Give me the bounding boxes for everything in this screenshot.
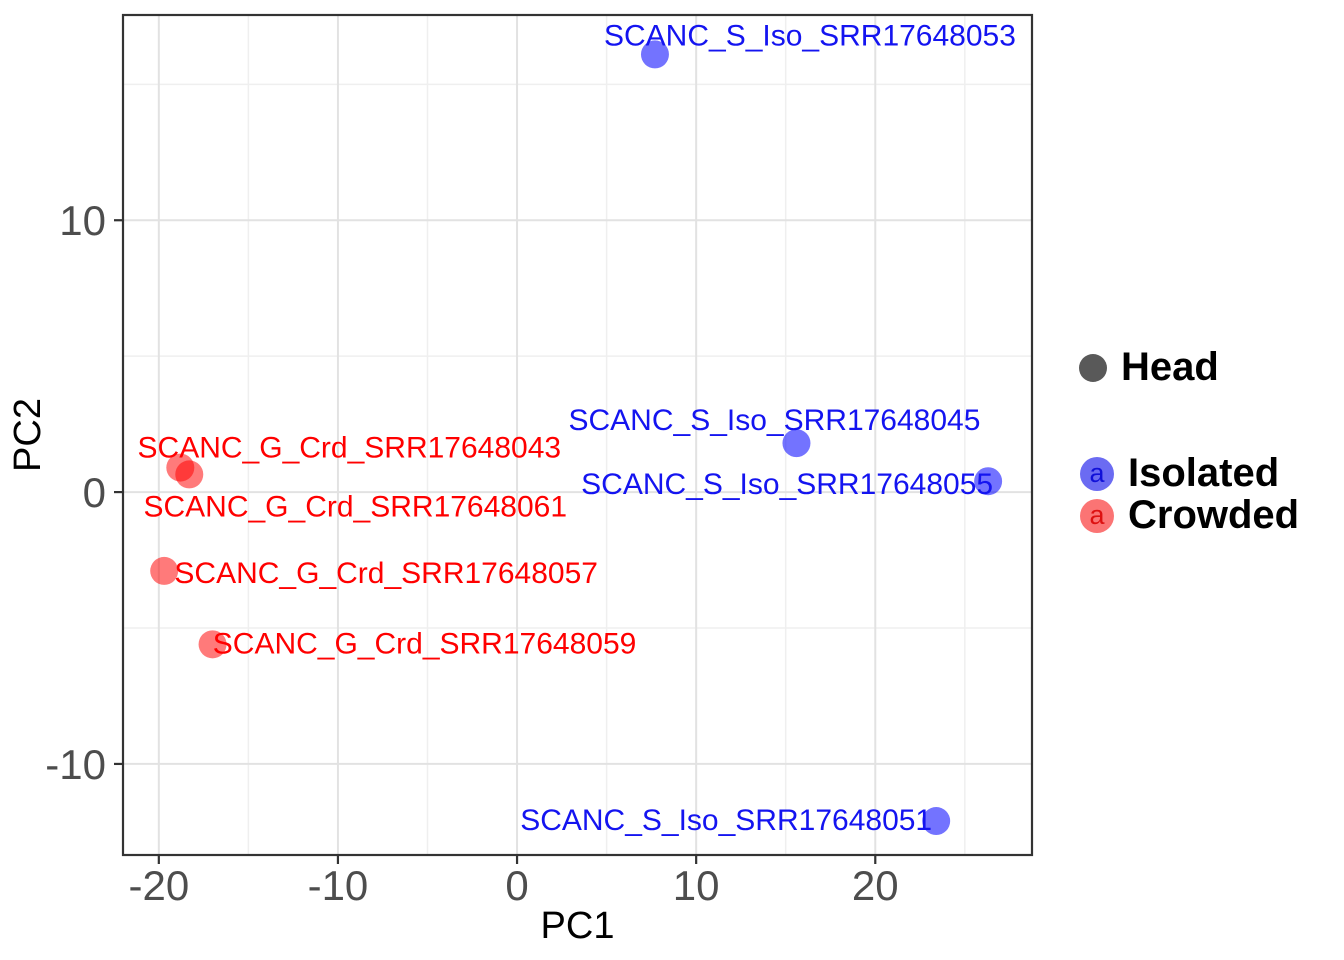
data-point-crowded	[175, 460, 204, 489]
y-axis-title: PC2	[7, 398, 49, 472]
panel-border	[121, 13, 1034, 857]
data-point-isolated	[922, 807, 951, 836]
data-point-isolated	[782, 429, 811, 458]
x-tick-label: 0	[505, 862, 528, 909]
data-point-isolated	[640, 40, 669, 69]
y-tick-label: 10	[59, 197, 106, 244]
data-point-label: SCANC_S_Iso_SRR17648055	[581, 468, 993, 501]
plot-panel	[123, 15, 1032, 855]
data-point-crowded	[150, 556, 179, 585]
data-point-label: SCANC_S_Iso_SRR17648051	[520, 804, 932, 837]
data-point-label: SCANC_G_Crd_SRR17648043	[138, 432, 562, 465]
data-point-label: SCANC_S_Iso_SRR17648053	[604, 19, 1016, 52]
data-point-label: SCANC_G_Crd_SRR17648059	[213, 627, 637, 660]
data-point-label: SCANC_G_Crd_SRR17648057	[174, 557, 598, 590]
data-point-isolated	[974, 467, 1003, 496]
x-tick-label: -20	[128, 862, 189, 909]
y-tick-label: -10	[45, 741, 106, 788]
data-point-crowded	[198, 630, 227, 659]
data-point-label: SCANC_G_Crd_SRR17648061	[143, 490, 567, 523]
y-tick-label: 0	[83, 469, 106, 516]
data-point-label: SCANC_S_Iso_SRR17648045	[569, 404, 981, 437]
x-tick-label: 10	[673, 862, 720, 909]
x-axis-title: PC1	[541, 905, 615, 947]
x-tick-label: 20	[852, 862, 899, 909]
x-tick-label: -10	[308, 862, 369, 909]
